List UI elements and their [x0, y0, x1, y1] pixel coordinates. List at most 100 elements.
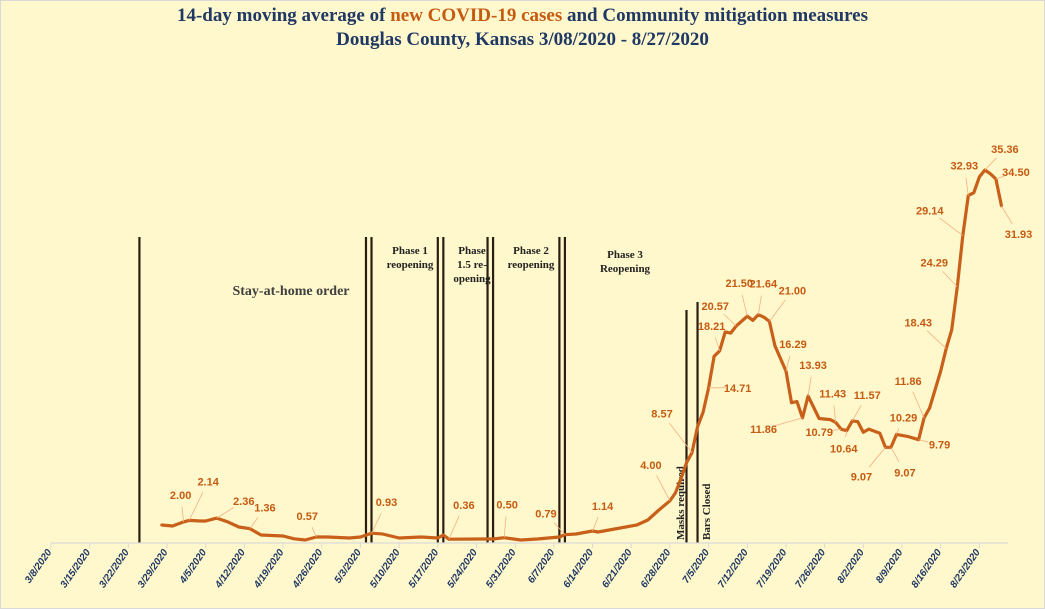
x-tick-label: 3/15/2020	[59, 547, 94, 590]
data-point	[817, 417, 821, 420]
data-point	[574, 532, 578, 536]
x-tick-label: 8/9/2020	[874, 547, 906, 586]
data-point	[701, 410, 705, 414]
data-point	[171, 524, 174, 528]
leader-line	[912, 391, 925, 419]
x-tick-label: 4/26/2020	[290, 547, 325, 591]
leader-line	[774, 417, 803, 427]
data-point	[397, 536, 401, 540]
data-label: 16.29	[779, 339, 807, 351]
data-label: 35.36	[991, 144, 1019, 156]
chart-title-line-2: Douglas County, Kansas 3/08/2020 - 8/27/…	[336, 29, 709, 50]
leader-line	[656, 475, 671, 501]
leader-line	[216, 507, 234, 519]
data-label: 11.57	[854, 390, 881, 402]
data-point	[679, 477, 683, 480]
x-tick-label: 4/19/2020	[251, 547, 286, 591]
data-point	[535, 537, 539, 541]
x-tick-label: 5/24/2020	[445, 547, 480, 590]
leader-line	[995, 175, 1005, 180]
leader-line	[965, 177, 969, 196]
stay-at-home-label: Stay-at-home order	[232, 284, 349, 299]
phase15-label-line3: opening	[453, 273, 491, 285]
x-tick-label: 8/2/2020	[835, 547, 867, 586]
data-label: 29.14	[916, 206, 944, 218]
data-point	[635, 523, 639, 527]
data-label: 10.79	[805, 427, 833, 439]
data-label: 0.57	[297, 511, 318, 523]
data-point	[928, 406, 931, 410]
data-point	[978, 175, 981, 179]
phase1-label-line2: reopening	[387, 259, 434, 271]
data-point	[359, 535, 362, 539]
data-label: 9.07	[851, 471, 872, 483]
x-tick-label: 5/17/2020	[407, 547, 442, 590]
data-label: 18.43	[904, 318, 932, 330]
data-point	[712, 354, 716, 358]
data-label: 18.21	[698, 321, 726, 333]
data-label: 4.00	[640, 460, 661, 472]
data-label: 10.64	[830, 444, 858, 456]
data-point	[646, 518, 650, 522]
data-point	[558, 535, 561, 539]
data-point	[696, 425, 699, 429]
data-label: 11.86	[750, 424, 777, 436]
data-label: 9.79	[929, 440, 950, 452]
data-label: 34.50	[1002, 167, 1030, 179]
data-label: 1.36	[254, 503, 275, 515]
data-labels: 2.00 2.14 2.361.36 0.57 0.93 0.36 0.50 0.79 1.14…	[170, 144, 1033, 540]
leader-line	[311, 526, 317, 538]
annotations: Stay-at-home order Phase 1 reopening Pha…	[232, 245, 713, 540]
data-point	[381, 532, 384, 536]
data-point	[718, 349, 721, 353]
series-line	[160, 168, 1004, 542]
leader-line	[181, 506, 185, 522]
x-tick-label: 5/3/2020	[333, 547, 365, 586]
data-label: 21.00	[779, 285, 807, 297]
data-label: 0.50	[496, 500, 517, 512]
data-point	[723, 330, 727, 334]
data-point	[751, 319, 755, 322]
phase3-label-line1: Phase 3	[607, 249, 643, 261]
title-highlight: new COVID-19 cases	[390, 5, 563, 26]
data-point	[878, 431, 882, 435]
x-tick-label: 5/10/2020	[368, 547, 403, 590]
data-point	[939, 369, 942, 373]
data-point	[790, 401, 793, 404]
data-point	[729, 331, 732, 335]
data-point	[657, 508, 661, 512]
leader-line	[757, 295, 762, 315]
leader-line	[868, 447, 886, 468]
data-label: 1.14	[592, 501, 614, 513]
leader-line	[845, 430, 848, 437]
data-label: 11.43	[819, 388, 846, 400]
leader-line	[984, 157, 997, 171]
data-label: 2.00	[170, 490, 191, 502]
x-tick-label: 7/5/2020	[681, 547, 713, 586]
leader-line	[249, 517, 259, 529]
data-label: 31.93	[1005, 229, 1033, 241]
data-point	[674, 491, 677, 495]
data-point	[491, 537, 495, 541]
data-label: 10.29	[890, 412, 918, 424]
leader-line	[939, 217, 964, 236]
chart-title-line-1: 14-day moving average of new COVID-19 ca…	[0, 5, 1045, 27]
data-point	[950, 328, 954, 332]
data-point	[442, 533, 445, 537]
bars-closed-label: Bars Closed	[701, 483, 713, 540]
data-point	[292, 537, 296, 541]
data-label: 24.29	[920, 258, 948, 270]
phase3-label-line2: Reopening	[600, 263, 651, 275]
data-point	[828, 418, 832, 421]
x-tick-label: 3/29/2020	[136, 547, 171, 590]
data-point	[480, 537, 484, 541]
x-axis: 3/8/2020 3/15/2020 3/22/2020 3/29/2020 4/5/2…	[23, 542, 1008, 591]
data-label: 13.93	[799, 360, 827, 372]
leader-line	[896, 428, 900, 435]
leader-line	[188, 492, 204, 521]
data-label: 32.93	[951, 161, 979, 173]
x-tick-label: 3/8/2020	[23, 547, 55, 586]
data-point	[989, 172, 992, 176]
data-point	[906, 435, 909, 438]
